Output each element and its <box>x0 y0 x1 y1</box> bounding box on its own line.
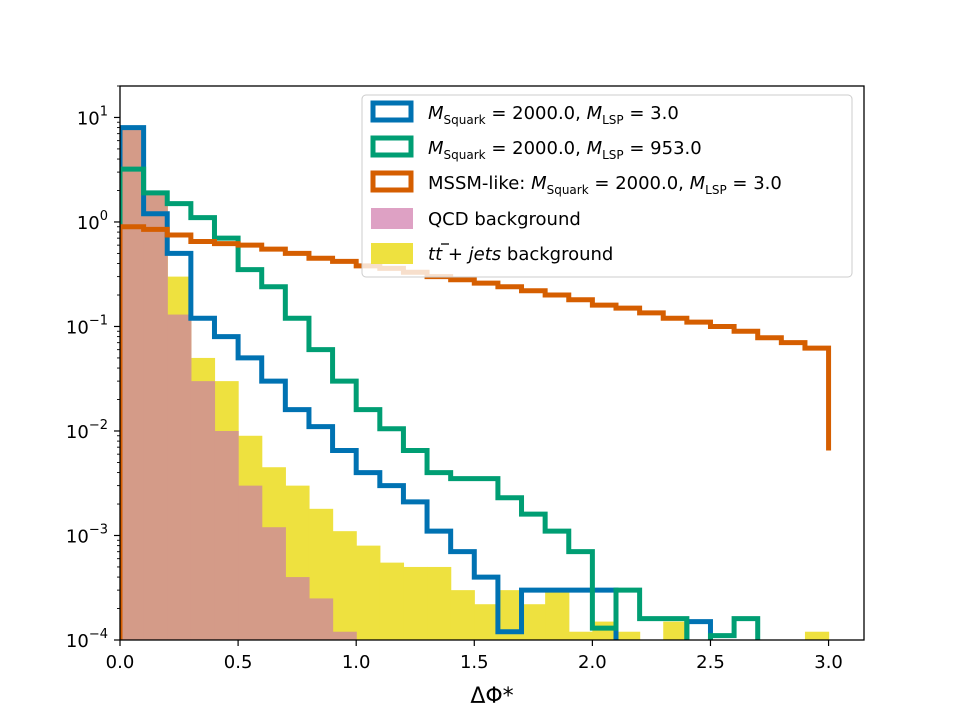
series-mssm_like-line <box>120 224 832 640</box>
qcd-bar <box>120 127 145 640</box>
tt_jets-bar <box>403 566 428 640</box>
filled-histograms <box>120 127 830 640</box>
legend: MSquark = 2000.0, MLSP = 3.0 MSquark = 2… <box>361 94 853 278</box>
tt_jets-bar <box>568 631 593 640</box>
qcd-bar <box>190 381 216 640</box>
y-axis: 101 100 10−1 10−2 10−3 10−4 <box>66 85 120 652</box>
x-tick-label: 0.5 <box>224 652 253 673</box>
tt_jets-bar <box>545 590 570 640</box>
series-ms_2000_lsp_3-line <box>120 125 737 640</box>
tt_jets-bar <box>450 590 475 640</box>
tt_jets-bar <box>356 545 381 640</box>
legend-swatch-mssm-like <box>370 170 414 193</box>
qcd-bar <box>261 527 286 640</box>
x-tick-label: 0.0 <box>106 652 135 673</box>
legend-entry-qcd: QCD background <box>428 209 581 230</box>
x-tick-label: 3.0 <box>814 652 843 673</box>
y-tick-label: 100 <box>77 209 108 234</box>
x-axis-label: ΔΦ* <box>470 684 513 709</box>
qcd-bar <box>285 577 310 640</box>
tt_jets-bar <box>474 604 499 640</box>
tt_jets-bar <box>804 631 830 640</box>
y-tick-label: 10−3 <box>66 522 108 547</box>
legend-swatch-ms-2000-lsp-3 <box>370 100 414 123</box>
legend-entry-tt-jets: tt + jets background <box>428 244 613 265</box>
tt_jets-bar <box>592 621 617 640</box>
series-qcd <box>120 127 357 640</box>
legend-frame <box>361 94 853 278</box>
legend-entry-ms-2000-lsp-3: MSquark = 2000.0, MLSP = 3.0 <box>428 103 679 127</box>
legend-entry-ms-2000-lsp-953: MSquark = 2000.0, MLSP = 953.0 <box>428 138 702 162</box>
legend-entry-mssm-like: MSSM-like: MSquark = 2000.0, MLSP = 3.0 <box>428 173 782 197</box>
legend-swatch-tt-jets <box>371 243 413 264</box>
qcd-bar <box>143 190 168 640</box>
x-tick-label: 1.0 <box>342 652 371 673</box>
y-tick-label: 10−4 <box>66 627 108 652</box>
tt_jets-bar <box>663 621 688 640</box>
qcd-bar <box>167 314 192 640</box>
series-ms_2000_lsp_953-line <box>120 166 761 640</box>
plot-frame <box>119 85 865 641</box>
x-tick-label: 2.0 <box>578 652 607 673</box>
tt_jets-bar <box>616 631 641 640</box>
tt_jets-bar <box>379 562 405 640</box>
qcd-bar <box>238 485 263 640</box>
legend-swatch-qcd <box>371 208 413 229</box>
tt_jets-bar <box>521 604 546 640</box>
x-tick-label: 1.5 <box>460 652 489 673</box>
step-histograms <box>120 125 832 640</box>
x-axis: 0.0 0.5 1.0 1.5 2.0 2.5 3.0 <box>106 640 843 673</box>
tt_jets-bar <box>332 531 357 640</box>
qcd-bar <box>214 430 239 640</box>
tt_jets-bar <box>427 566 452 640</box>
legend-swatch-ms-2000-lsp-953 <box>370 135 414 158</box>
y-tick-label: 10−2 <box>66 418 108 443</box>
x-tick-label: 2.5 <box>696 652 725 673</box>
qcd-bar <box>308 598 334 640</box>
qcd-bar <box>332 631 357 640</box>
y-tick-label: 10−1 <box>66 313 108 338</box>
y-tick-label: 101 <box>77 104 108 129</box>
